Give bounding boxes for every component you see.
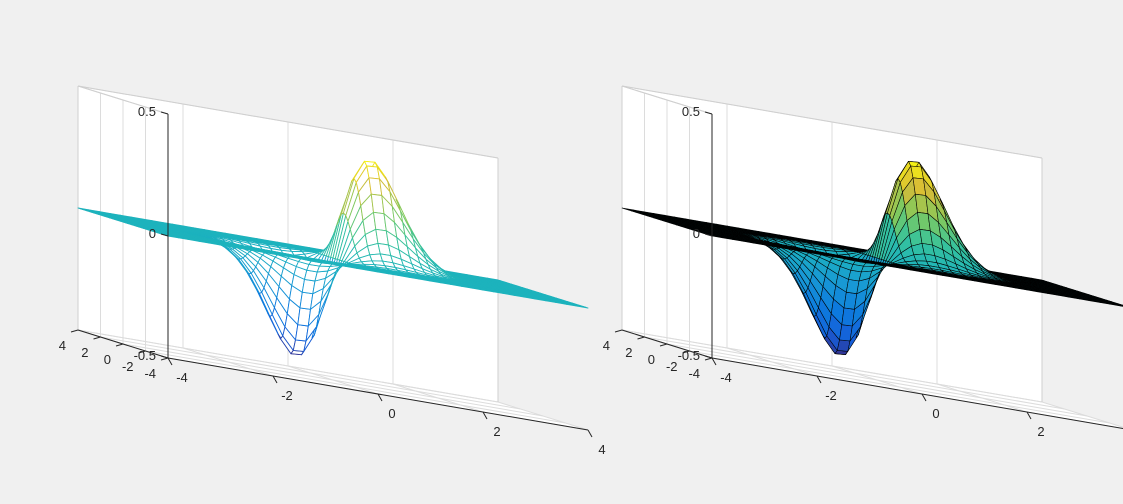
surface-patch — [1119, 305, 1123, 307]
x-tick-label: -4 — [176, 370, 188, 385]
y-tick-label: -4 — [688, 366, 700, 381]
z-tick-label: -0.5 — [678, 348, 700, 363]
y-tick-label: -2 — [122, 359, 134, 374]
x-tick-label: 2 — [1037, 424, 1044, 439]
y-tick-label: 4 — [59, 338, 66, 353]
y-tick-label: -2 — [666, 359, 678, 374]
x-tick-label: -4 — [720, 370, 732, 385]
shaded-surface — [621, 161, 1123, 355]
z-tick-label: -0.5 — [134, 348, 156, 363]
mesh-cell — [574, 305, 589, 309]
z-tick-label: 0.5 — [682, 104, 700, 119]
y-tick-label: 0 — [648, 352, 655, 367]
z-tick-label: 0 — [693, 226, 700, 241]
y-tick-label: 0 — [104, 352, 111, 367]
z-tick-label: 0.5 — [138, 104, 156, 119]
y-tick-label: -4 — [144, 366, 156, 381]
y-tick-label: 4 — [603, 338, 610, 353]
x-tick-label: 4 — [598, 442, 605, 457]
x-tick-label: 2 — [493, 424, 500, 439]
y-tick-label: 2 — [625, 345, 632, 360]
x-tick-label: -2 — [281, 388, 293, 403]
mesh-surface — [77, 160, 589, 356]
z-tick-label: 0 — [149, 226, 156, 241]
y-tick-label: 2 — [81, 345, 88, 360]
x-tick-label: 0 — [388, 406, 395, 421]
x-tick-label: -2 — [825, 388, 837, 403]
x-tick-label: 0 — [932, 406, 939, 421]
axis-lines — [70, 111, 593, 438]
